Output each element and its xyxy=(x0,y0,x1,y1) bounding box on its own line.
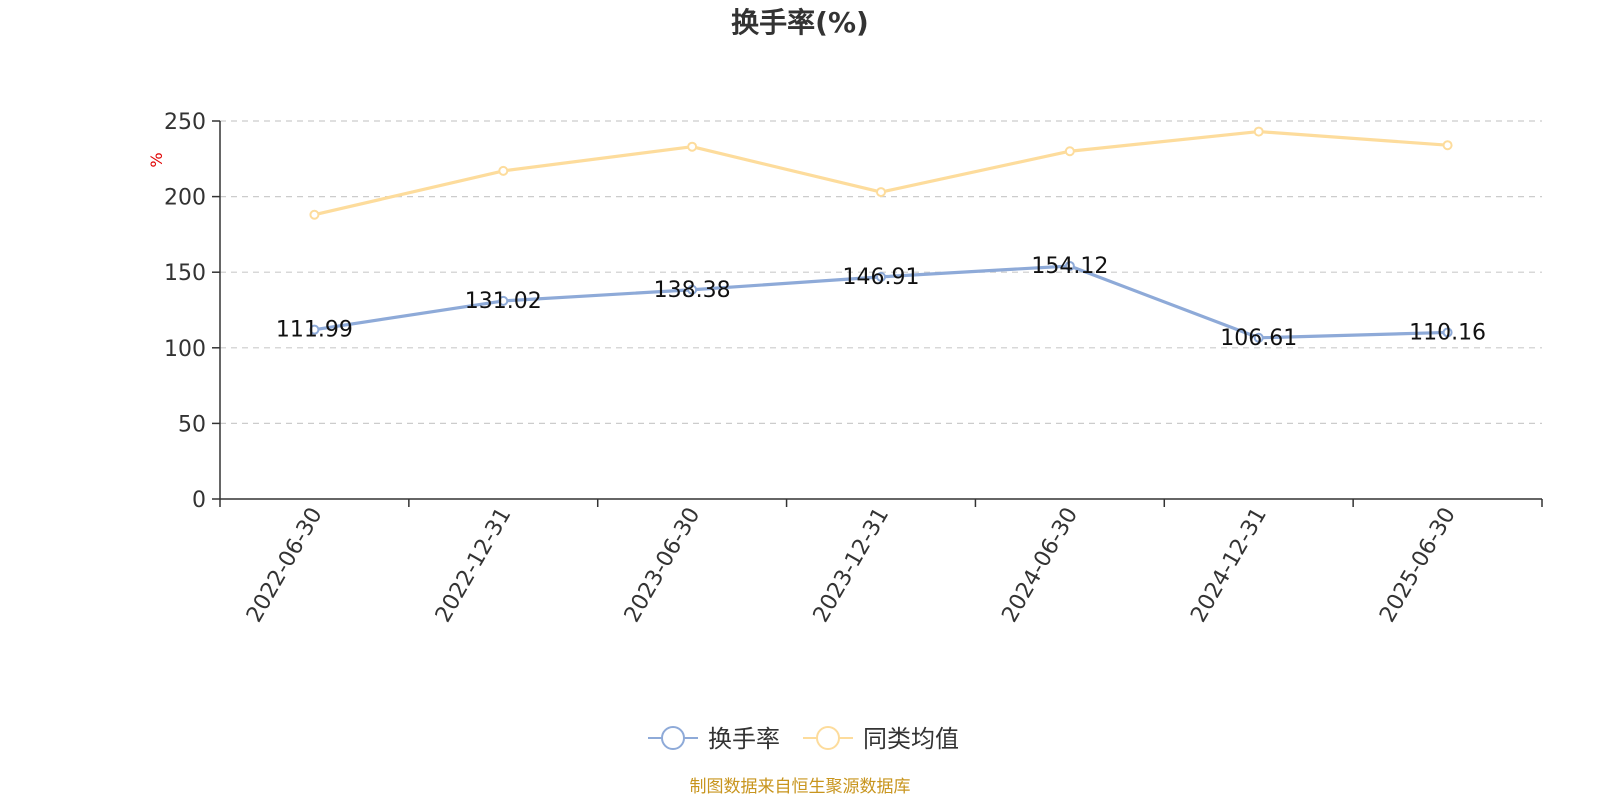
data-labels: 111.99 131.02 138.38 146.91 154.12 106.61 110.… xyxy=(276,254,1486,351)
data-point xyxy=(1064,260,1075,271)
data-point xyxy=(1064,146,1075,157)
source-note: 制图数据来自恒生聚源数据库 xyxy=(690,777,911,797)
data-label: 106.61 xyxy=(1220,326,1297,351)
data-label: 138.38 xyxy=(654,278,731,303)
data-point xyxy=(687,284,698,295)
legend-label: 同类均值 xyxy=(863,725,959,753)
x-tick-label: 2024-06-30 xyxy=(997,504,1083,627)
x-tick-label: 2022-12-31 xyxy=(431,504,517,627)
data-label: 110.16 xyxy=(1409,320,1486,345)
legend-item-1[interactable]: 同类均值 xyxy=(803,725,959,753)
data-point xyxy=(687,141,698,152)
legend-item-0[interactable]: 换手率 xyxy=(648,725,780,753)
data-point xyxy=(876,187,886,198)
y-tick-label: 0 xyxy=(192,488,206,513)
data-point xyxy=(498,295,509,306)
legend-label: 换手率 xyxy=(708,725,780,753)
y-axis-unit-label: % xyxy=(147,152,166,167)
x-tick-label: 2023-06-30 xyxy=(620,504,706,627)
axes: 0 50 100 150 200 250 2022-06-30 2022-12-31 2023-… xyxy=(164,110,1543,627)
y-tick-label: 50 xyxy=(178,412,206,437)
x-tick-label: 2024-12-31 xyxy=(1186,504,1272,627)
data-label: 146.91 xyxy=(843,265,920,290)
y-tick-label: 150 xyxy=(164,261,206,286)
legend-marker xyxy=(816,726,840,750)
x-tick-label: 2022-06-30 xyxy=(242,504,328,627)
data-point xyxy=(498,165,509,176)
y-tick-label: 250 xyxy=(164,110,206,135)
data-label: 111.99 xyxy=(276,318,353,343)
data-point xyxy=(1442,140,1453,151)
y-tick-label: 100 xyxy=(164,337,206,362)
series-line-1 xyxy=(314,129,1448,217)
x-tick-label: 2023-12-31 xyxy=(809,504,895,627)
legend-marker xyxy=(661,726,685,750)
chart-title: 换手率(%) xyxy=(731,6,869,39)
x-tick-label: 2025-06-30 xyxy=(1375,504,1461,627)
data-point xyxy=(309,324,320,335)
data-label: 154.12 xyxy=(1031,254,1108,279)
legend[interactable]: 换手率 同类均值 xyxy=(648,725,959,753)
data-point xyxy=(1442,327,1453,338)
series-lines xyxy=(309,126,1453,343)
data-point xyxy=(1253,126,1264,137)
y-tick-label: 200 xyxy=(164,186,206,211)
data-label: 131.02 xyxy=(465,289,542,314)
data-point xyxy=(309,209,320,220)
data-point xyxy=(1253,332,1264,343)
data-point xyxy=(876,271,886,282)
